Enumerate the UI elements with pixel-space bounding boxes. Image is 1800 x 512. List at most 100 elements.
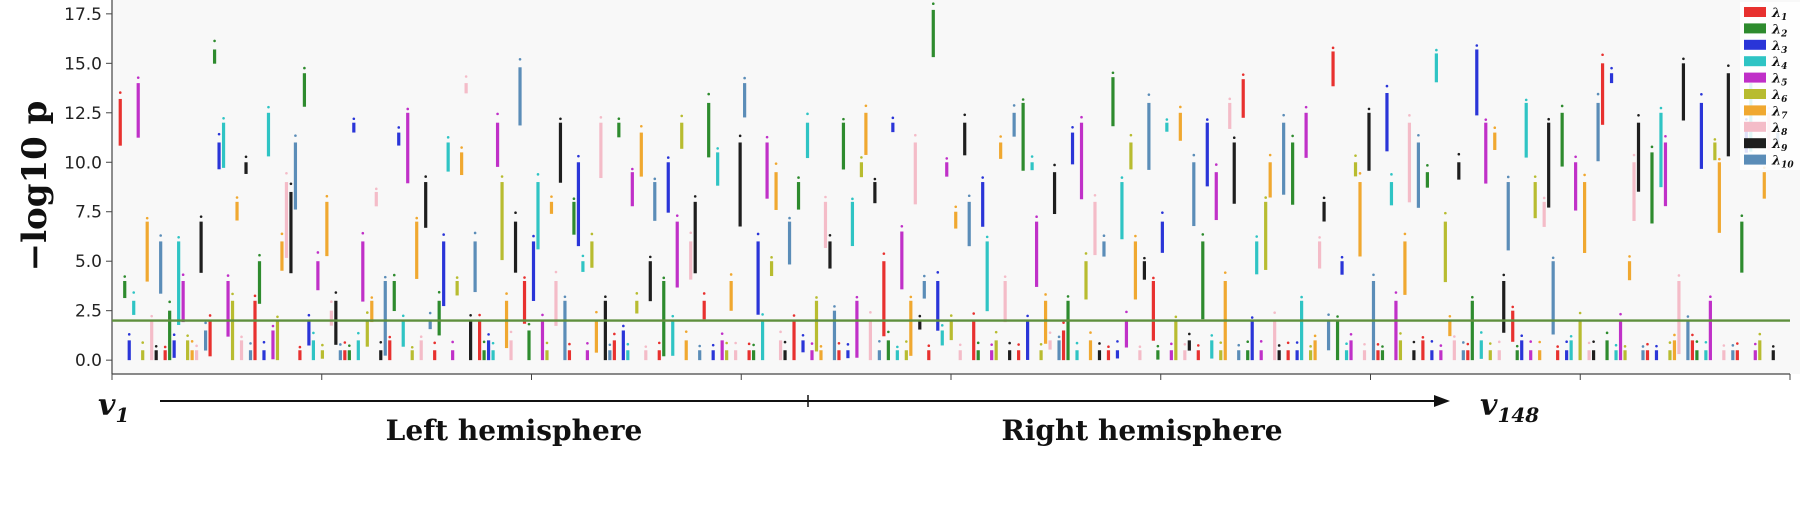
data-point <box>819 345 823 348</box>
data-point <box>765 135 769 139</box>
point-strip <box>760 320 765 361</box>
data-point <box>1592 340 1595 343</box>
data-point <box>1057 335 1061 339</box>
data-point <box>181 273 185 276</box>
data-point <box>707 92 710 96</box>
data-point <box>1709 295 1712 299</box>
point-strip <box>720 340 724 361</box>
point-strip <box>913 142 917 205</box>
data-point <box>464 75 468 78</box>
data-point <box>1506 175 1510 179</box>
point-strip <box>1255 241 1259 275</box>
point-strip <box>585 350 590 361</box>
point-strip <box>486 340 491 361</box>
point-strip <box>531 241 536 301</box>
point-strip <box>1124 320 1129 348</box>
data-point <box>1677 274 1681 277</box>
point-strip <box>123 280 127 299</box>
point-strip <box>1699 102 1703 169</box>
point-strip <box>662 280 666 357</box>
data-point <box>127 333 131 336</box>
point-strip <box>1237 350 1241 361</box>
point-strip <box>379 350 383 361</box>
data-point <box>581 254 585 258</box>
point-strip <box>927 350 931 361</box>
point-strip <box>1331 51 1335 87</box>
point-strip <box>253 300 257 361</box>
point-strip <box>1713 142 1717 161</box>
y-tick-label: 2.5 <box>75 302 102 322</box>
data-point <box>419 335 423 339</box>
data-point <box>900 225 904 228</box>
data-point <box>379 340 383 344</box>
data-point <box>1188 332 1191 336</box>
data-point <box>235 196 239 199</box>
point-strip <box>199 221 203 273</box>
data-point <box>671 314 675 318</box>
data-point <box>1268 153 1272 157</box>
point-strip <box>1165 122 1169 132</box>
point-strip <box>684 340 688 361</box>
data-point <box>608 343 612 347</box>
data-point <box>1740 214 1744 218</box>
point-strip <box>1641 350 1645 361</box>
point-strip <box>1574 162 1578 211</box>
point-strip <box>1538 350 1542 361</box>
legend-swatch <box>1744 39 1766 50</box>
data-point <box>280 232 284 236</box>
point-strip <box>1695 350 1699 361</box>
point-strip <box>1344 350 1349 361</box>
point-strip <box>1708 300 1712 361</box>
data-point <box>1300 295 1303 299</box>
data-point <box>1183 342 1187 346</box>
point-strip <box>1317 241 1322 269</box>
point-strip <box>590 241 594 268</box>
data-point <box>873 177 877 181</box>
data-point <box>949 314 953 317</box>
data-point <box>1066 295 1070 298</box>
data-point <box>586 342 589 345</box>
data-point <box>289 182 293 186</box>
data-point <box>770 256 773 259</box>
data-point <box>514 211 517 214</box>
point-strip <box>464 83 468 94</box>
point-strip <box>1421 340 1425 361</box>
data-point <box>446 136 450 139</box>
point-strip <box>612 340 616 361</box>
right-hemisphere-label: Right hemisphere <box>1001 414 1282 447</box>
point-strip <box>635 300 639 314</box>
data-point <box>509 330 513 334</box>
x-start-label: v1 <box>98 388 129 427</box>
point-strip <box>325 201 329 257</box>
point-strip <box>203 330 208 351</box>
data-point <box>1479 331 1483 334</box>
point-strip <box>1551 261 1555 335</box>
data-point <box>729 273 733 276</box>
point-strip <box>981 182 985 227</box>
point-strip <box>621 330 625 361</box>
point-strip <box>1583 182 1587 253</box>
legend-label: λ6 <box>1771 88 1788 105</box>
y-tick-label: 15.0 <box>64 54 102 74</box>
data-point <box>604 295 607 299</box>
y-tick-label: 10.0 <box>64 153 102 173</box>
point-strip <box>963 122 967 156</box>
data-point <box>936 271 940 274</box>
point-strip <box>783 350 787 361</box>
point-strip <box>1605 340 1609 361</box>
data-point <box>999 135 1002 138</box>
data-point <box>163 345 167 349</box>
point-strip <box>1511 310 1515 342</box>
data-point <box>1232 136 1236 140</box>
point-strip <box>832 310 837 361</box>
data-point <box>1102 234 1106 238</box>
point-strip <box>1452 340 1456 361</box>
point-strip <box>1479 340 1483 359</box>
point-strip <box>437 300 441 336</box>
point-strip <box>352 122 356 133</box>
point-strip <box>769 261 774 277</box>
point-strip <box>1475 49 1479 116</box>
point-strip <box>383 280 387 356</box>
data-point <box>321 343 324 347</box>
point-strip <box>221 122 226 168</box>
